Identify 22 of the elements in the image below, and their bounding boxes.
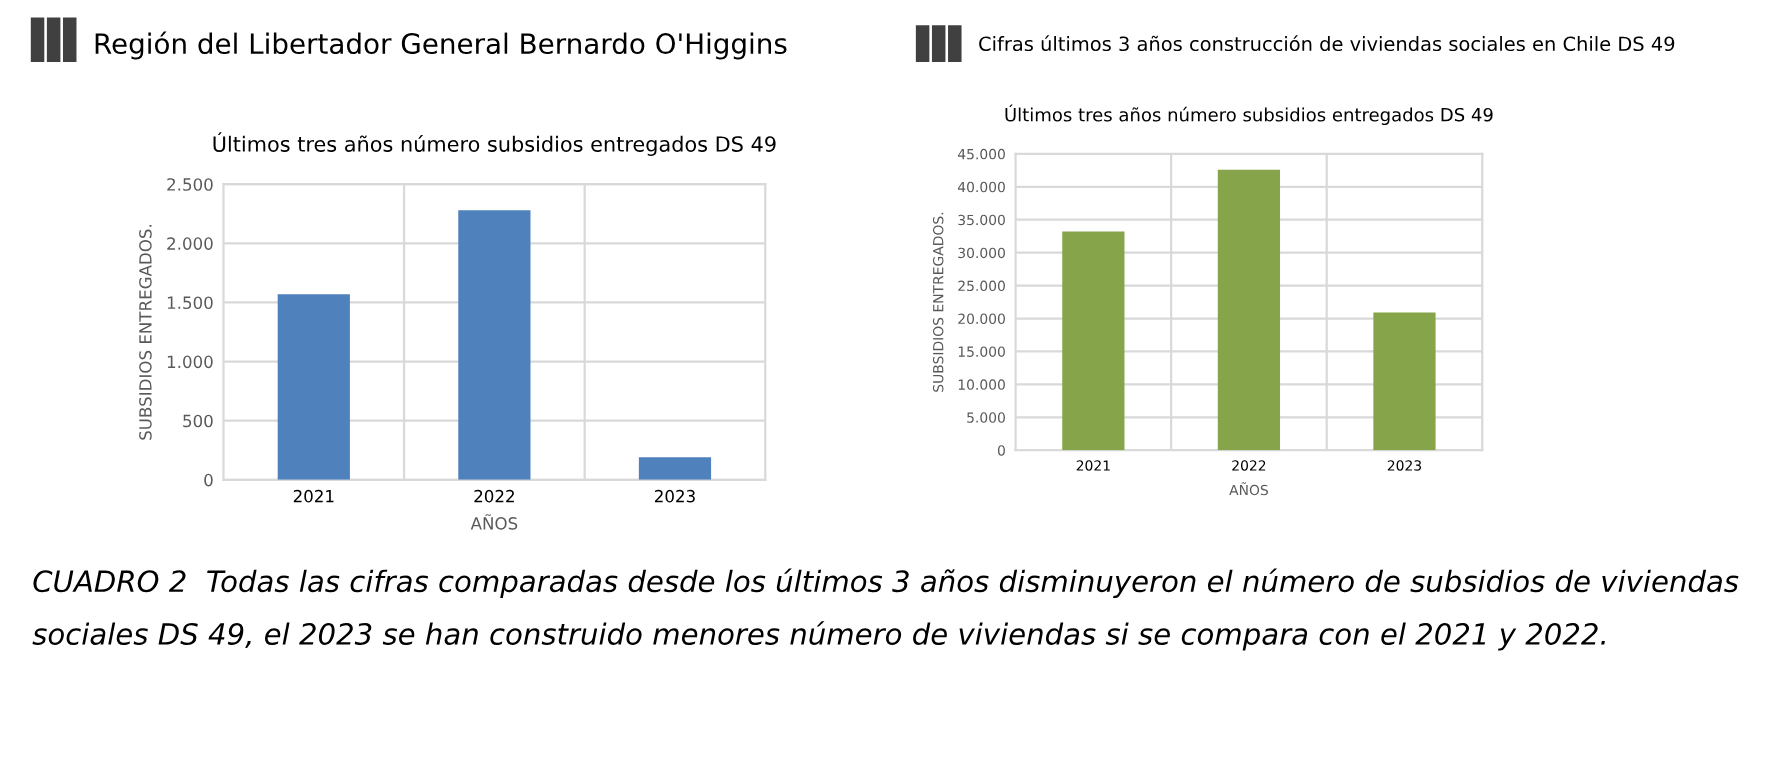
- y-tick-label: 1.000: [167, 355, 213, 369]
- x-axis-title: AÑOS: [470, 514, 518, 530]
- bar: [458, 210, 531, 480]
- y-tick-label: 2.000: [167, 237, 213, 250]
- chart-title: Región del Libertador General Bernardo O'Higgins: [95, 31, 787, 60]
- bar: [1217, 169, 1281, 451]
- y-tick-label: 500: [183, 414, 213, 428]
- x-tick-label: 2022: [474, 489, 514, 503]
- y-tick-label: 2.500: [167, 178, 213, 191]
- chart-subtitle: Últimos tres años número subsidios entregados DS 49: [1005, 104, 1493, 126]
- chart-title: Cifras últimos 3 años construcción de viviendas sociales en Chile DS 49: [979, 35, 1675, 52]
- bar: [1062, 231, 1125, 451]
- text: CUADRO 2 Todas las cifras comparadas desde los últimos 3 años disminuyeron el número de subsidios de viviendas sociales DS 49, el 2023 se han construido menores número de viviendas si se compara con el 2021 y 2022.: [32, 568, 1739, 651]
- x-tick-label: 2021: [293, 489, 334, 503]
- bar: [1373, 312, 1436, 451]
- y-tick-label: 0: [204, 473, 213, 487]
- bar: [277, 294, 350, 480]
- chart-subtitle: Últimos tres años número subsidios entregados DS 49: [213, 132, 776, 156]
- y-axis-title: SUBSIDIOS ENTREGADOS.: [139, 225, 152, 440]
- x-tick-label: 2023: [654, 489, 695, 503]
- y-tick-label: 1.500: [167, 296, 213, 310]
- bar: [638, 457, 712, 480]
